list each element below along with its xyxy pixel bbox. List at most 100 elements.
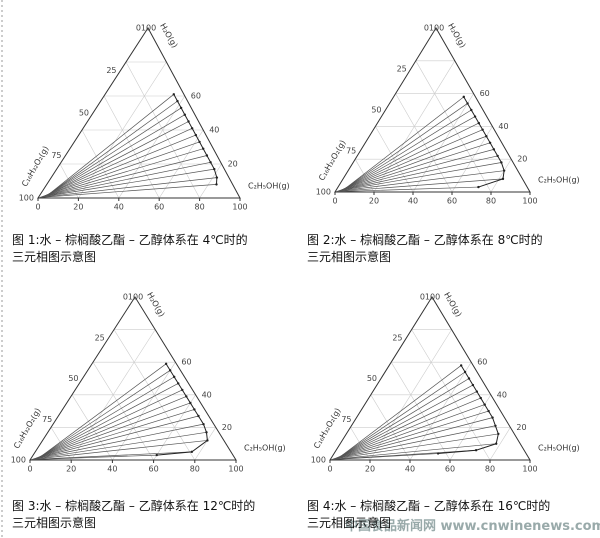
tie-line [334,410,489,460]
grid-line [409,362,472,461]
right-tick-label: 60 [480,89,490,98]
tie-line [41,155,207,198]
tie-line [32,440,208,460]
grid-line [92,362,154,461]
ester-axis-label: C₁₆H₃₂O₂(g) [312,407,342,451]
tie-line [339,365,462,458]
apex-label: 0100 [136,24,156,33]
water-axis-label: H₂O(g) [158,22,179,50]
left-tick-label: 100 [316,188,331,197]
binodal-curve [463,96,505,188]
left-tick-label: 100 [311,456,326,465]
bottom-tick-label: 60 [149,465,159,474]
tie-line [340,129,483,191]
grid-line [199,163,222,199]
figure-caption: 三元相图示意图 [307,249,391,264]
tie-line [42,148,204,197]
grid-line [103,95,160,199]
bottom-tick-label: 60 [445,465,455,474]
grid-line [390,362,451,461]
tie-line [46,107,182,196]
figure-caption: 三元相图示意图 [307,515,391,530]
right-tick-label: 60 [477,358,487,367]
tie-line [30,454,157,461]
tie-line [342,116,476,191]
right-tick-label: 60 [181,358,191,367]
right-tick-label: 40 [497,390,507,399]
tie-line [335,397,481,459]
grid-line [158,129,204,199]
ethanol-axis-label: C₂H₅OH(g) [244,444,286,453]
figure-caption: 图 2:水 – 棕榈酸乙酯 – 乙醇体系在 8℃时的 [307,232,543,247]
bottom-tick-label: 20 [369,197,379,206]
tie-line [45,114,185,196]
left-tick-label: 100 [11,456,26,465]
tie-line [39,370,171,458]
left-tick-label: 50 [79,109,89,118]
right-tick-label: 20 [222,423,232,432]
tie-line [43,134,196,197]
tie-line [344,96,464,190]
bottom-tick-label: 0 [327,465,332,474]
ternary-panel: 0 20 40 60 80 100 20 40 60 25 50 75 100 0100 H₂O(g) C₁₆… [12,22,290,264]
left-tick-label: 75 [42,415,52,424]
tie-line [339,142,491,192]
tie-line [343,103,468,190]
right-tick-label: 20 [228,160,238,169]
left-tick-label: 75 [346,147,356,156]
figure-caption: 三元相图示意图 [12,249,96,264]
grid-line [354,159,375,193]
left-tick-label: 25 [397,65,407,74]
tie-line [332,433,499,460]
left-tick-label: 75 [341,415,351,424]
bottom-tick-label: 40 [114,203,124,212]
water-axis-label: H₂O(g) [145,291,166,319]
binodal-curve [438,365,499,454]
tie-line [39,184,217,198]
grid-line [350,427,371,461]
tie-line [338,371,466,458]
tie-line [35,402,191,459]
bottom-tick-label: 100 [232,203,247,212]
tie-line [338,155,498,192]
bottom-tick-label: 20 [365,465,375,474]
tie-line [45,121,189,197]
right-tick-label: 40 [498,122,508,131]
bottom-tick-label: 100 [228,465,243,474]
ethanol-axis-label: C₂H₅OH(g) [538,176,580,185]
triangle-frame [37,27,241,199]
tie-line [331,443,497,460]
left-tick-label: 50 [68,374,78,383]
grid-line [412,93,474,193]
tie-line [38,376,175,459]
bottom-tick-label: 80 [486,197,496,206]
right-tick-label: 20 [517,155,527,164]
figure-caption: 图 1:水 – 棕榈酸乙酯 – 乙醇体系在 4℃时的 [12,232,248,247]
left-tick-label: 75 [51,151,61,160]
tie-line [337,384,474,459]
ester-axis-label: C₁₆H₃₂O₂(g) [12,407,42,451]
bottom-tick-label: 100 [522,197,537,206]
tie-line [341,122,479,191]
tie-line [335,404,485,459]
bottom-tick-label: 20 [73,203,83,212]
tie-line [41,161,211,198]
grid-line [449,394,492,461]
bottom-tick-label: 40 [405,465,415,474]
grid-line [194,427,217,461]
grid-line [489,427,511,461]
grid-line [153,394,196,461]
ternary-panel: 0 20 40 60 80 100 20 40 60 25 50 75 100 0100 H₂O(g) C₁₆… [307,22,580,264]
grid-line [451,126,493,193]
tie-line [337,162,502,192]
apex-label: 0100 [424,24,444,33]
tie-line [47,100,178,196]
grid-line [370,394,411,461]
bottom-tick-label: 60 [154,203,164,212]
tie-line [37,383,179,459]
tie-line [340,135,487,191]
tie-line [43,141,200,197]
ethanol-axis-label: C₂H₅OH(g) [538,444,580,453]
bottom-tick-label: 20 [66,465,76,474]
